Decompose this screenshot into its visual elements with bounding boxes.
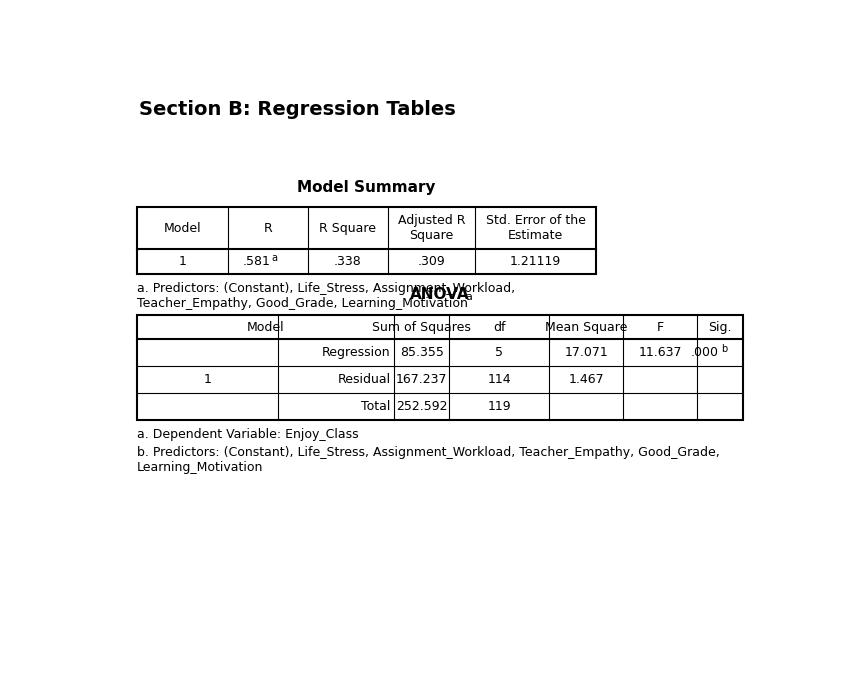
Text: Model: Model xyxy=(164,221,201,235)
Text: R Square: R Square xyxy=(319,221,376,235)
Text: .338: .338 xyxy=(334,255,362,268)
Text: a: a xyxy=(465,293,472,302)
Text: Model Summary: Model Summary xyxy=(297,180,436,195)
Text: 5: 5 xyxy=(494,346,503,359)
Text: 85.355: 85.355 xyxy=(400,346,443,359)
Text: b: b xyxy=(721,344,727,354)
Text: 1.467: 1.467 xyxy=(568,373,604,386)
Text: Total: Total xyxy=(361,401,390,414)
Text: Sum of Squares: Sum of Squares xyxy=(372,320,470,333)
Text: F: F xyxy=(655,320,663,333)
Text: R: R xyxy=(263,221,272,235)
Text: 1.21119: 1.21119 xyxy=(510,255,561,268)
Text: 1: 1 xyxy=(178,255,186,268)
Text: 119: 119 xyxy=(486,401,511,414)
Text: Adjusted R
Square: Adjusted R Square xyxy=(398,214,465,242)
Text: ANOVA: ANOVA xyxy=(410,287,469,302)
Text: Regression: Regression xyxy=(322,346,390,359)
Text: 252.592: 252.592 xyxy=(395,401,447,414)
Text: 114: 114 xyxy=(486,373,511,386)
Text: 167.237: 167.237 xyxy=(395,373,447,386)
Text: df: df xyxy=(492,320,505,333)
Text: 11.637: 11.637 xyxy=(637,346,681,359)
Text: a: a xyxy=(271,253,277,263)
Text: a. Predictors: (Constant), Life_Stress, Assignment_Workload,
Teacher_Empathy, Go: a. Predictors: (Constant), Life_Stress, … xyxy=(137,282,515,310)
Text: .000: .000 xyxy=(690,346,717,359)
Text: b. Predictors: (Constant), Life_Stress, Assignment_Workload, Teacher_Empathy, Go: b. Predictors: (Constant), Life_Stress, … xyxy=(137,447,719,475)
Text: Section B: Regression Tables: Section B: Regression Tables xyxy=(139,100,455,119)
Text: Model: Model xyxy=(247,320,284,333)
Text: 1: 1 xyxy=(203,373,212,386)
Text: Residual: Residual xyxy=(338,373,390,386)
Bar xyxy=(137,315,742,420)
Text: a. Dependent Variable: Enjoy_Class: a. Dependent Variable: Enjoy_Class xyxy=(137,428,358,441)
Text: .309: .309 xyxy=(418,255,445,268)
Bar xyxy=(137,207,595,274)
Text: .581: .581 xyxy=(242,255,269,268)
Text: Std. Error of the
Estimate: Std. Error of the Estimate xyxy=(485,214,585,242)
Text: Sig.: Sig. xyxy=(708,320,731,333)
Text: Mean Square: Mean Square xyxy=(544,320,627,333)
Text: 17.071: 17.071 xyxy=(564,346,608,359)
